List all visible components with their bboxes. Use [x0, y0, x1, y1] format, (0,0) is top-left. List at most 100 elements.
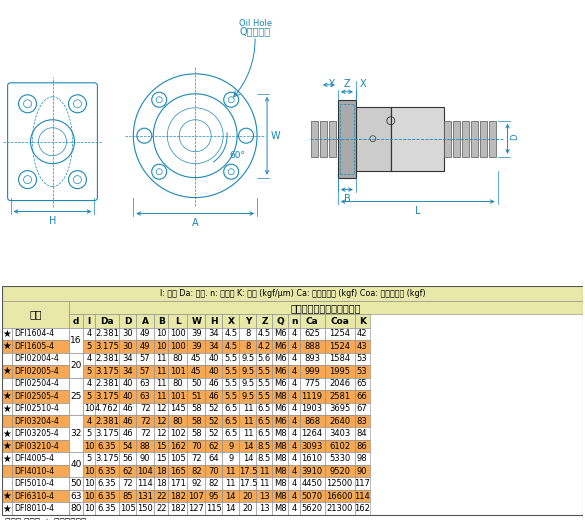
Bar — [222, 340, 239, 353]
Bar — [12, 415, 69, 427]
Text: ★: ★ — [2, 366, 11, 376]
Text: Q（油孔）: Q（油孔） — [239, 26, 271, 36]
Text: M8: M8 — [274, 504, 287, 513]
Text: 5.5: 5.5 — [258, 379, 271, 388]
Text: 34: 34 — [122, 367, 133, 376]
Bar — [355, 465, 370, 477]
Bar — [95, 365, 119, 378]
Text: 4: 4 — [87, 417, 92, 426]
Bar — [136, 490, 154, 502]
Bar — [256, 440, 273, 452]
Text: 72: 72 — [140, 404, 150, 413]
Text: 6.5: 6.5 — [258, 404, 271, 413]
Bar — [2, 328, 12, 340]
Bar — [222, 328, 239, 340]
Bar — [273, 490, 288, 502]
Bar — [288, 365, 300, 378]
Bar — [273, 315, 288, 328]
Bar — [12, 477, 69, 490]
Text: 39: 39 — [191, 329, 202, 339]
Bar — [300, 490, 325, 502]
Text: M6: M6 — [274, 354, 287, 363]
Bar — [222, 452, 239, 465]
Text: 5.5: 5.5 — [224, 367, 238, 376]
Bar — [288, 353, 300, 365]
Bar — [300, 427, 325, 440]
Text: 80: 80 — [173, 354, 183, 363]
Bar — [300, 365, 325, 378]
Text: 80: 80 — [173, 379, 183, 388]
Bar — [154, 502, 168, 515]
Text: 22: 22 — [156, 491, 166, 501]
Bar — [187, 365, 205, 378]
Text: 11: 11 — [156, 379, 166, 388]
Text: 63: 63 — [140, 379, 150, 388]
Bar — [12, 490, 69, 502]
Text: DFI6310-4: DFI6310-4 — [14, 491, 54, 501]
Text: ★: ★ — [2, 329, 11, 339]
Bar — [205, 427, 222, 440]
Text: 5: 5 — [87, 454, 92, 463]
FancyBboxPatch shape — [8, 83, 98, 201]
Bar — [205, 328, 222, 340]
Bar — [168, 315, 187, 328]
Bar — [119, 378, 136, 390]
Bar — [222, 490, 239, 502]
Bar — [12, 440, 69, 452]
Text: Y: Y — [328, 79, 334, 89]
Bar — [168, 328, 187, 340]
Text: DFI02510-4: DFI02510-4 — [14, 404, 59, 413]
Bar — [239, 427, 256, 440]
Bar — [311, 121, 318, 157]
Text: 2.381: 2.381 — [95, 417, 119, 426]
Text: 70: 70 — [191, 441, 202, 451]
Text: 775: 775 — [304, 379, 320, 388]
Bar — [2, 340, 12, 353]
Text: 10: 10 — [84, 404, 94, 413]
Text: 46: 46 — [122, 404, 133, 413]
Bar — [256, 502, 273, 515]
Bar — [222, 402, 239, 415]
Bar — [355, 365, 370, 378]
Text: M6: M6 — [274, 367, 287, 376]
Bar — [205, 390, 222, 402]
Bar — [95, 477, 119, 490]
Bar — [187, 427, 205, 440]
Bar — [95, 390, 119, 402]
Text: M6: M6 — [274, 379, 287, 388]
Text: 63: 63 — [140, 392, 150, 401]
Bar — [83, 427, 95, 440]
Bar — [2, 415, 12, 427]
Bar — [119, 490, 136, 502]
Bar — [69, 477, 83, 490]
Bar — [187, 315, 205, 328]
Text: 型號: 型號 — [29, 309, 42, 319]
Text: H: H — [210, 317, 218, 326]
Text: 4: 4 — [291, 491, 297, 501]
Text: 5: 5 — [87, 392, 92, 401]
Bar — [12, 378, 69, 390]
Text: 45: 45 — [191, 367, 201, 376]
Bar — [95, 402, 119, 415]
Text: 5: 5 — [87, 367, 92, 376]
Text: 114: 114 — [355, 491, 370, 501]
Text: 39: 39 — [191, 342, 202, 351]
Text: 14: 14 — [226, 491, 236, 501]
Text: 182: 182 — [170, 491, 185, 501]
Bar — [300, 477, 325, 490]
Bar — [273, 427, 288, 440]
Text: ★: ★ — [2, 428, 11, 439]
Bar — [325, 390, 355, 402]
Text: 72: 72 — [191, 454, 202, 463]
Text: A: A — [192, 217, 198, 228]
Text: 2581: 2581 — [329, 392, 350, 401]
Bar — [69, 427, 83, 440]
Text: M6: M6 — [274, 342, 287, 351]
Bar — [300, 465, 325, 477]
Bar — [95, 378, 119, 390]
Bar — [69, 340, 83, 353]
Text: 5330: 5330 — [329, 454, 350, 463]
Bar — [288, 477, 300, 490]
Bar — [488, 121, 495, 157]
Text: 5.5: 5.5 — [224, 392, 238, 401]
